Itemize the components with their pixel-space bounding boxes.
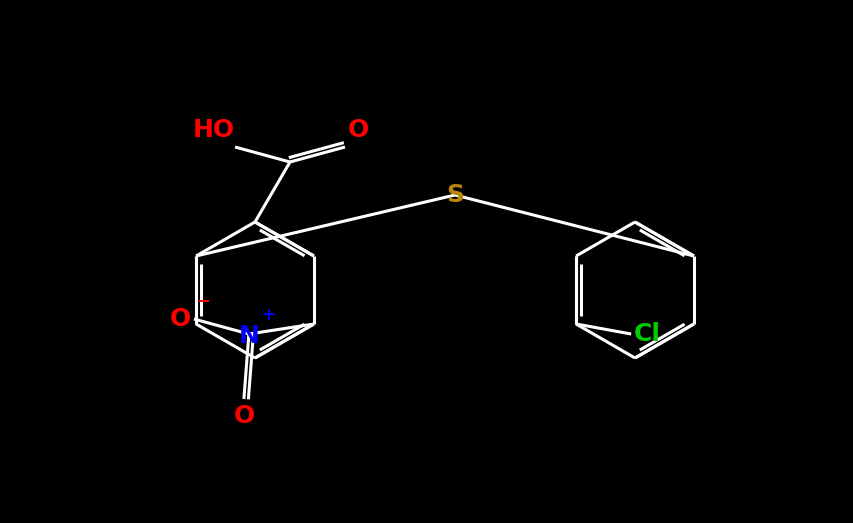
Text: O: O (347, 118, 368, 142)
Text: S: S (445, 183, 463, 207)
Text: HO: HO (193, 118, 235, 142)
Text: −: − (195, 291, 210, 309)
Text: O: O (233, 404, 254, 428)
Text: Cl: Cl (634, 322, 660, 346)
Text: N: N (238, 324, 259, 348)
Text: O: O (170, 307, 191, 331)
Text: +: + (260, 306, 275, 324)
